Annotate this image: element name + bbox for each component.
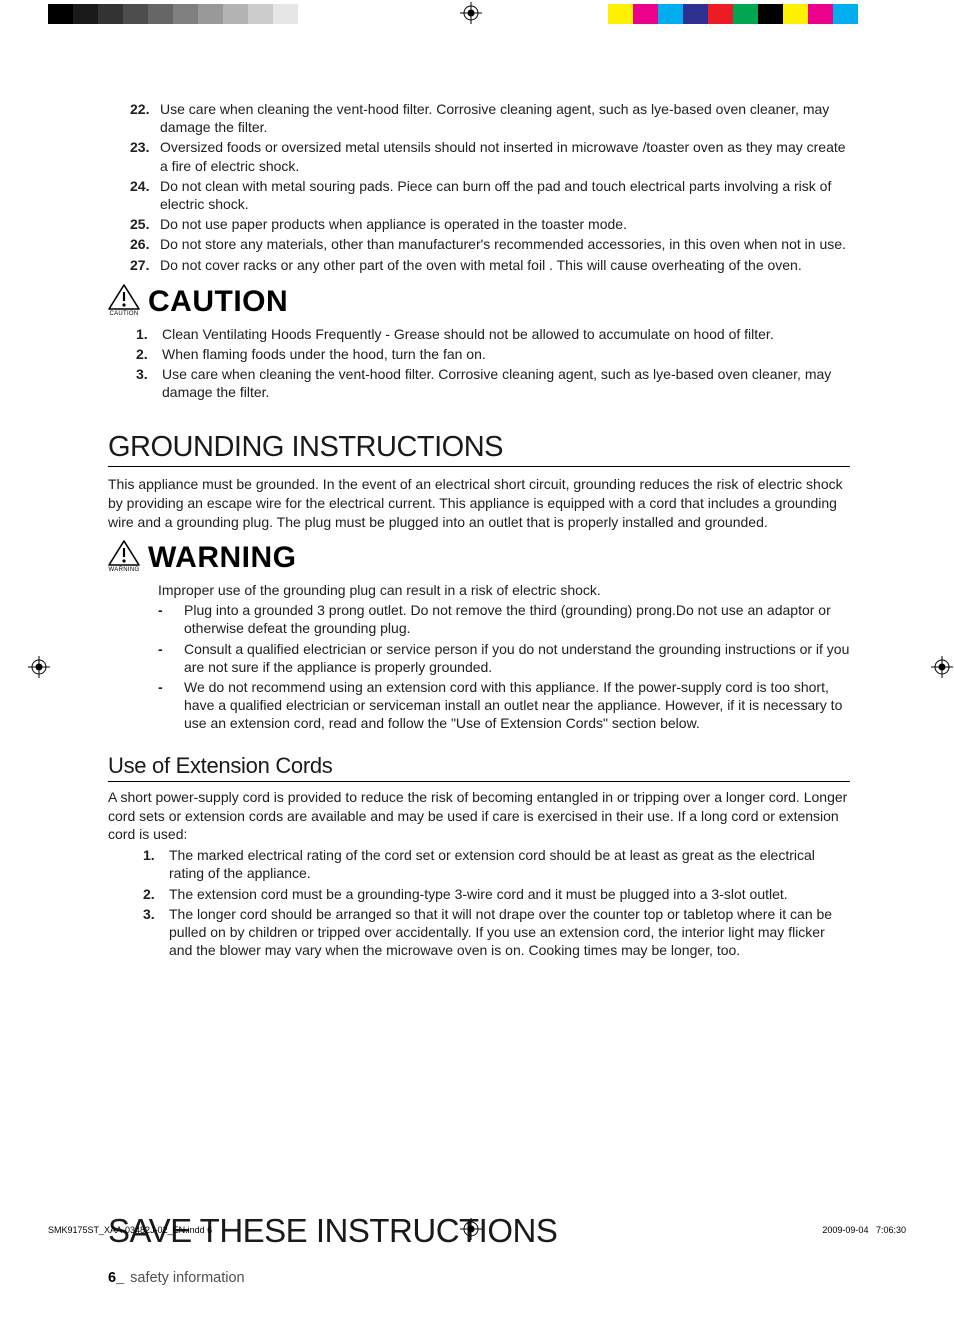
registration-target-bottom	[460, 1218, 482, 1242]
warning-triangle-icon	[108, 540, 140, 566]
list-number: 2.	[136, 345, 162, 363]
page-footer: 6_ safety information	[108, 1270, 245, 1286]
list-text: The longer cord should be arranged so th…	[169, 905, 850, 960]
numbered-list-top: 22.Use care when cleaning the vent-hood …	[108, 100, 850, 274]
list-number: 23.	[130, 138, 160, 174]
list-text: Use care when cleaning the vent-hood fil…	[160, 100, 850, 136]
page-content: 22.Use care when cleaning the vent-hood …	[108, 100, 850, 961]
print-filename: SMK9175ST_XAA-03482J-02_EN.indd 6	[48, 1225, 212, 1235]
list-text: The marked electrical rating of the cord…	[169, 846, 850, 882]
color-calibration-squares	[608, 4, 858, 24]
registration-target-right	[931, 656, 953, 683]
list-number: 26.	[130, 235, 160, 253]
caution-triangle-icon	[108, 284, 140, 310]
list-number: 24.	[130, 177, 160, 213]
list-number: 3.	[143, 905, 169, 960]
warning-small-label: WARNING	[109, 567, 140, 573]
list-text: Consult a qualified electrician or servi…	[184, 640, 850, 676]
list-text: Do not store any materials, other than m…	[160, 235, 850, 253]
list-number: 25.	[130, 215, 160, 233]
caution-small-label: CAUTION	[109, 311, 138, 317]
caution-list: 1.Clean Ventilating Hoods Frequently - G…	[108, 325, 850, 402]
extension-heading: Use of Extension Cords	[108, 753, 850, 782]
warning-list: Improper use of the grounding plug can r…	[108, 581, 850, 733]
list-number: 3.	[136, 365, 162, 401]
print-footer: SMK9175ST_XAA-03482J-02_EN.indd 6 2009-0…	[0, 1225, 954, 1235]
list-text: Do not clean with metal souring pads. Pi…	[160, 177, 850, 213]
list-number: 22.	[130, 100, 160, 136]
list-text: We do not recommend using an extension c…	[184, 678, 850, 733]
caution-big-label: CAUTION	[148, 287, 288, 317]
registration-marks-top	[0, 4, 954, 26]
list-number: 2.	[143, 885, 169, 903]
page-number: 6_	[108, 1270, 124, 1286]
list-number: 27.	[130, 256, 160, 274]
extension-list: 1.The marked electrical rating of the co…	[108, 846, 850, 959]
page-footer-label: safety information	[130, 1270, 244, 1286]
print-datetime: 2009-09-04 7:06:30	[822, 1225, 906, 1235]
registration-target-top	[460, 2, 482, 29]
list-text: Plug into a grounded 3 prong outlet. Do …	[184, 601, 850, 637]
caution-heading: CAUTION CAUTION	[108, 284, 850, 317]
warning-intro: Improper use of the grounding plug can r…	[158, 581, 850, 599]
list-text: Do not use paper products when appliance…	[160, 215, 850, 233]
list-dash: -	[158, 640, 184, 676]
list-text: Do not cover racks or any other part of …	[160, 256, 850, 274]
list-text: Use care when cleaning the vent-hood fil…	[162, 365, 850, 401]
gray-calibration-squares	[48, 4, 298, 24]
list-dash: -	[158, 678, 184, 733]
registration-target-left	[28, 656, 50, 683]
extension-paragraph: A short power-supply cord is provided to…	[108, 788, 850, 845]
warning-heading: WARNING WARNING	[108, 540, 850, 573]
grounding-paragraph: This appliance must be grounded. In the …	[108, 475, 850, 532]
list-number: 1.	[143, 846, 169, 882]
warning-big-label: WARNING	[148, 543, 297, 573]
list-text: Clean Ventilating Hoods Frequently - Gre…	[162, 325, 850, 343]
list-text: Oversized foods or oversized metal utens…	[160, 138, 850, 174]
list-number: 1.	[136, 325, 162, 343]
list-dash: -	[158, 601, 184, 637]
list-text: When flaming foods under the hood, turn …	[162, 345, 850, 363]
list-text: The extension cord must be a grounding-t…	[169, 885, 850, 903]
grounding-heading: GROUNDING INSTRUCTIONS	[108, 431, 850, 467]
